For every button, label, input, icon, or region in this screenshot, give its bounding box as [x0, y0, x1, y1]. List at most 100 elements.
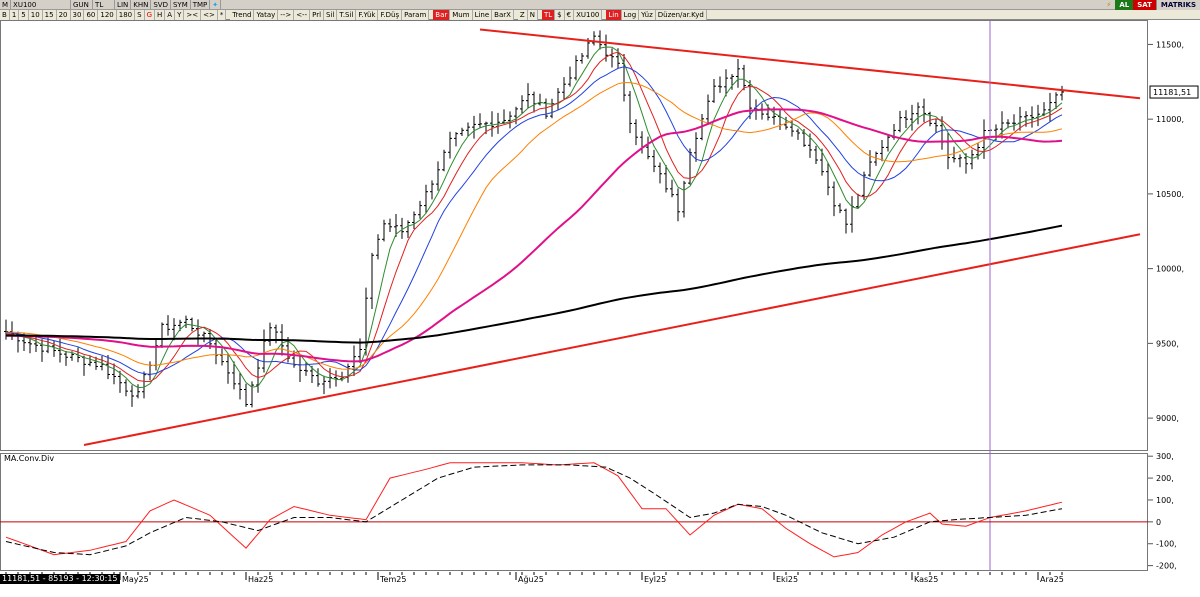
price-bar	[118, 370, 122, 393]
price-bar	[922, 98, 926, 123]
price-bar	[628, 90, 632, 134]
tool-param[interactable]: Param	[402, 9, 430, 20]
price-bar	[502, 109, 506, 124]
tool-yatay[interactable]: Yatay	[254, 9, 279, 20]
resistance-trendline	[479, 28, 1141, 100]
price-bar	[832, 181, 836, 217]
al-button[interactable]: AL	[1115, 0, 1134, 10]
chart-type-bar[interactable]: Bar	[433, 9, 451, 20]
price-bar	[400, 217, 404, 239]
menu-icon[interactable]: M	[0, 0, 12, 10]
price-bar	[718, 76, 722, 93]
currency-usd[interactable]: $	[555, 9, 565, 20]
scale-lin[interactable]: Lin	[606, 9, 622, 20]
price-bar	[58, 338, 62, 363]
interval-b[interactable]: B	[0, 9, 10, 20]
price-bar	[898, 110, 902, 133]
currency-tl[interactable]: TL	[541, 9, 556, 20]
scale-log[interactable]: Log	[621, 9, 640, 20]
chart-type-mum[interactable]: Mum	[450, 9, 473, 20]
period-tab-khn[interactable]: KHN	[131, 0, 152, 10]
interval-5[interactable]: 5	[19, 9, 29, 20]
price-axis: 9000, 9500, 10000, 10500, 11000, 11500, 11181,…	[1148, 40, 1199, 423]
interval-120[interactable]: 120	[98, 9, 117, 20]
macd-axis-label: 100,	[1156, 496, 1174, 505]
price-bar	[1012, 114, 1016, 131]
signal-line	[5, 464, 1063, 556]
interval-10[interactable]: 10	[28, 9, 43, 20]
price-bar	[544, 98, 548, 119]
ma-line-200	[6, 224, 1063, 344]
tool-arrow-left[interactable]: <--	[294, 9, 311, 20]
macd-axis-label: -100,	[1156, 540, 1177, 549]
ma-line-5	[5, 46, 1063, 389]
interval-180[interactable]: 180	[116, 9, 136, 20]
price-bar	[886, 134, 890, 152]
price-bar	[514, 106, 518, 125]
price-bar	[466, 122, 470, 137]
currency-eur[interactable]: €	[564, 9, 575, 20]
interval-60[interactable]: 60	[84, 9, 99, 20]
ma-line-8	[5, 51, 1063, 383]
symbol-tab[interactable]: XU100	[11, 0, 72, 10]
period-tab-tmp[interactable]: TMP	[191, 0, 211, 10]
chart-type-line[interactable]: Line	[472, 9, 493, 20]
interval-g[interactable]: G	[144, 9, 155, 20]
chart-type-barx[interactable]: BarX	[492, 9, 514, 20]
interval-a[interactable]: A	[165, 9, 176, 20]
time-axis-label: Eyl25	[644, 575, 666, 584]
period-tab-lin[interactable]: LIN	[115, 0, 132, 10]
price-bar	[844, 208, 848, 234]
time-axis-label: May25	[122, 575, 149, 584]
interval-20[interactable]: 20	[56, 9, 71, 20]
period-tab-tl[interactable]: TL	[93, 0, 116, 10]
price-bar	[424, 184, 428, 214]
nav-zoom-in[interactable]: ><	[184, 9, 202, 20]
ma-line-21	[5, 81, 1063, 370]
sat-button[interactable]: SAT	[1133, 0, 1156, 10]
interval-15[interactable]: 15	[42, 9, 57, 20]
layout-save[interactable]: Düzen/ar.Kyd	[655, 9, 707, 20]
time-axis-label: Ara25	[1040, 575, 1064, 584]
star-icon[interactable]: *	[217, 9, 227, 20]
interval-30[interactable]: 30	[70, 9, 85, 20]
price-bar	[670, 179, 674, 198]
period-tab-svd[interactable]: SVD	[151, 0, 171, 10]
price-axis-label: 9500,	[1156, 339, 1179, 348]
price-bar	[136, 384, 140, 399]
period-tab-sym[interactable]: SYM	[171, 0, 191, 10]
macd-line	[5, 462, 1063, 558]
interval-s[interactable]: S	[135, 9, 145, 20]
interval-1[interactable]: 1	[9, 9, 20, 20]
nav-zoom-out[interactable]: <>	[201, 9, 218, 20]
interval-h[interactable]: H	[155, 9, 166, 20]
interval-y[interactable]: Y	[175, 9, 185, 20]
twitter-icon[interactable]: ✦	[210, 0, 222, 10]
period-tab-gun[interactable]: GUN	[71, 0, 94, 10]
misc-n[interactable]: N	[527, 9, 538, 20]
tool-fyuk[interactable]: F.Yük	[356, 9, 379, 20]
tool-arrow-right[interactable]: -->	[278, 9, 295, 20]
price-bar	[508, 111, 512, 129]
price-bar	[796, 128, 800, 140]
price-axis-label: 10500,	[1156, 190, 1184, 199]
price-bar	[106, 355, 110, 380]
scale-pct[interactable]: Yüz	[639, 9, 656, 20]
time-axis-label: Tem25	[379, 575, 406, 584]
compare-symbol[interactable]: XU100	[574, 9, 603, 20]
macd-axis: -200, -100, 0 100, 200, 300,	[1148, 452, 1177, 571]
lightning-icon[interactable]: ⚡	[1106, 1, 1112, 9]
price-bar	[244, 383, 248, 407]
macd-axis-label: 300,	[1156, 452, 1174, 461]
chart-svg[interactable]: 9000, 9500, 10000, 10500, 11000, 11500, 11181,…	[0, 20, 1200, 595]
chart-area[interactable]: 9000, 9500, 10000, 10500, 11000, 11500, 11181,…	[0, 20, 1200, 595]
tool-trend[interactable]: Trend	[230, 9, 255, 20]
misc-z[interactable]: Z	[517, 9, 528, 20]
price-bar	[814, 145, 818, 165]
tool-prl[interactable]: Prl	[310, 9, 325, 20]
price-bar	[388, 218, 392, 232]
tool-sil[interactable]: Sil	[324, 9, 338, 20]
tool-tsil[interactable]: T.Sil	[337, 9, 357, 20]
tool-fdus[interactable]: F.Düş	[378, 9, 403, 20]
price-bar	[904, 110, 908, 129]
